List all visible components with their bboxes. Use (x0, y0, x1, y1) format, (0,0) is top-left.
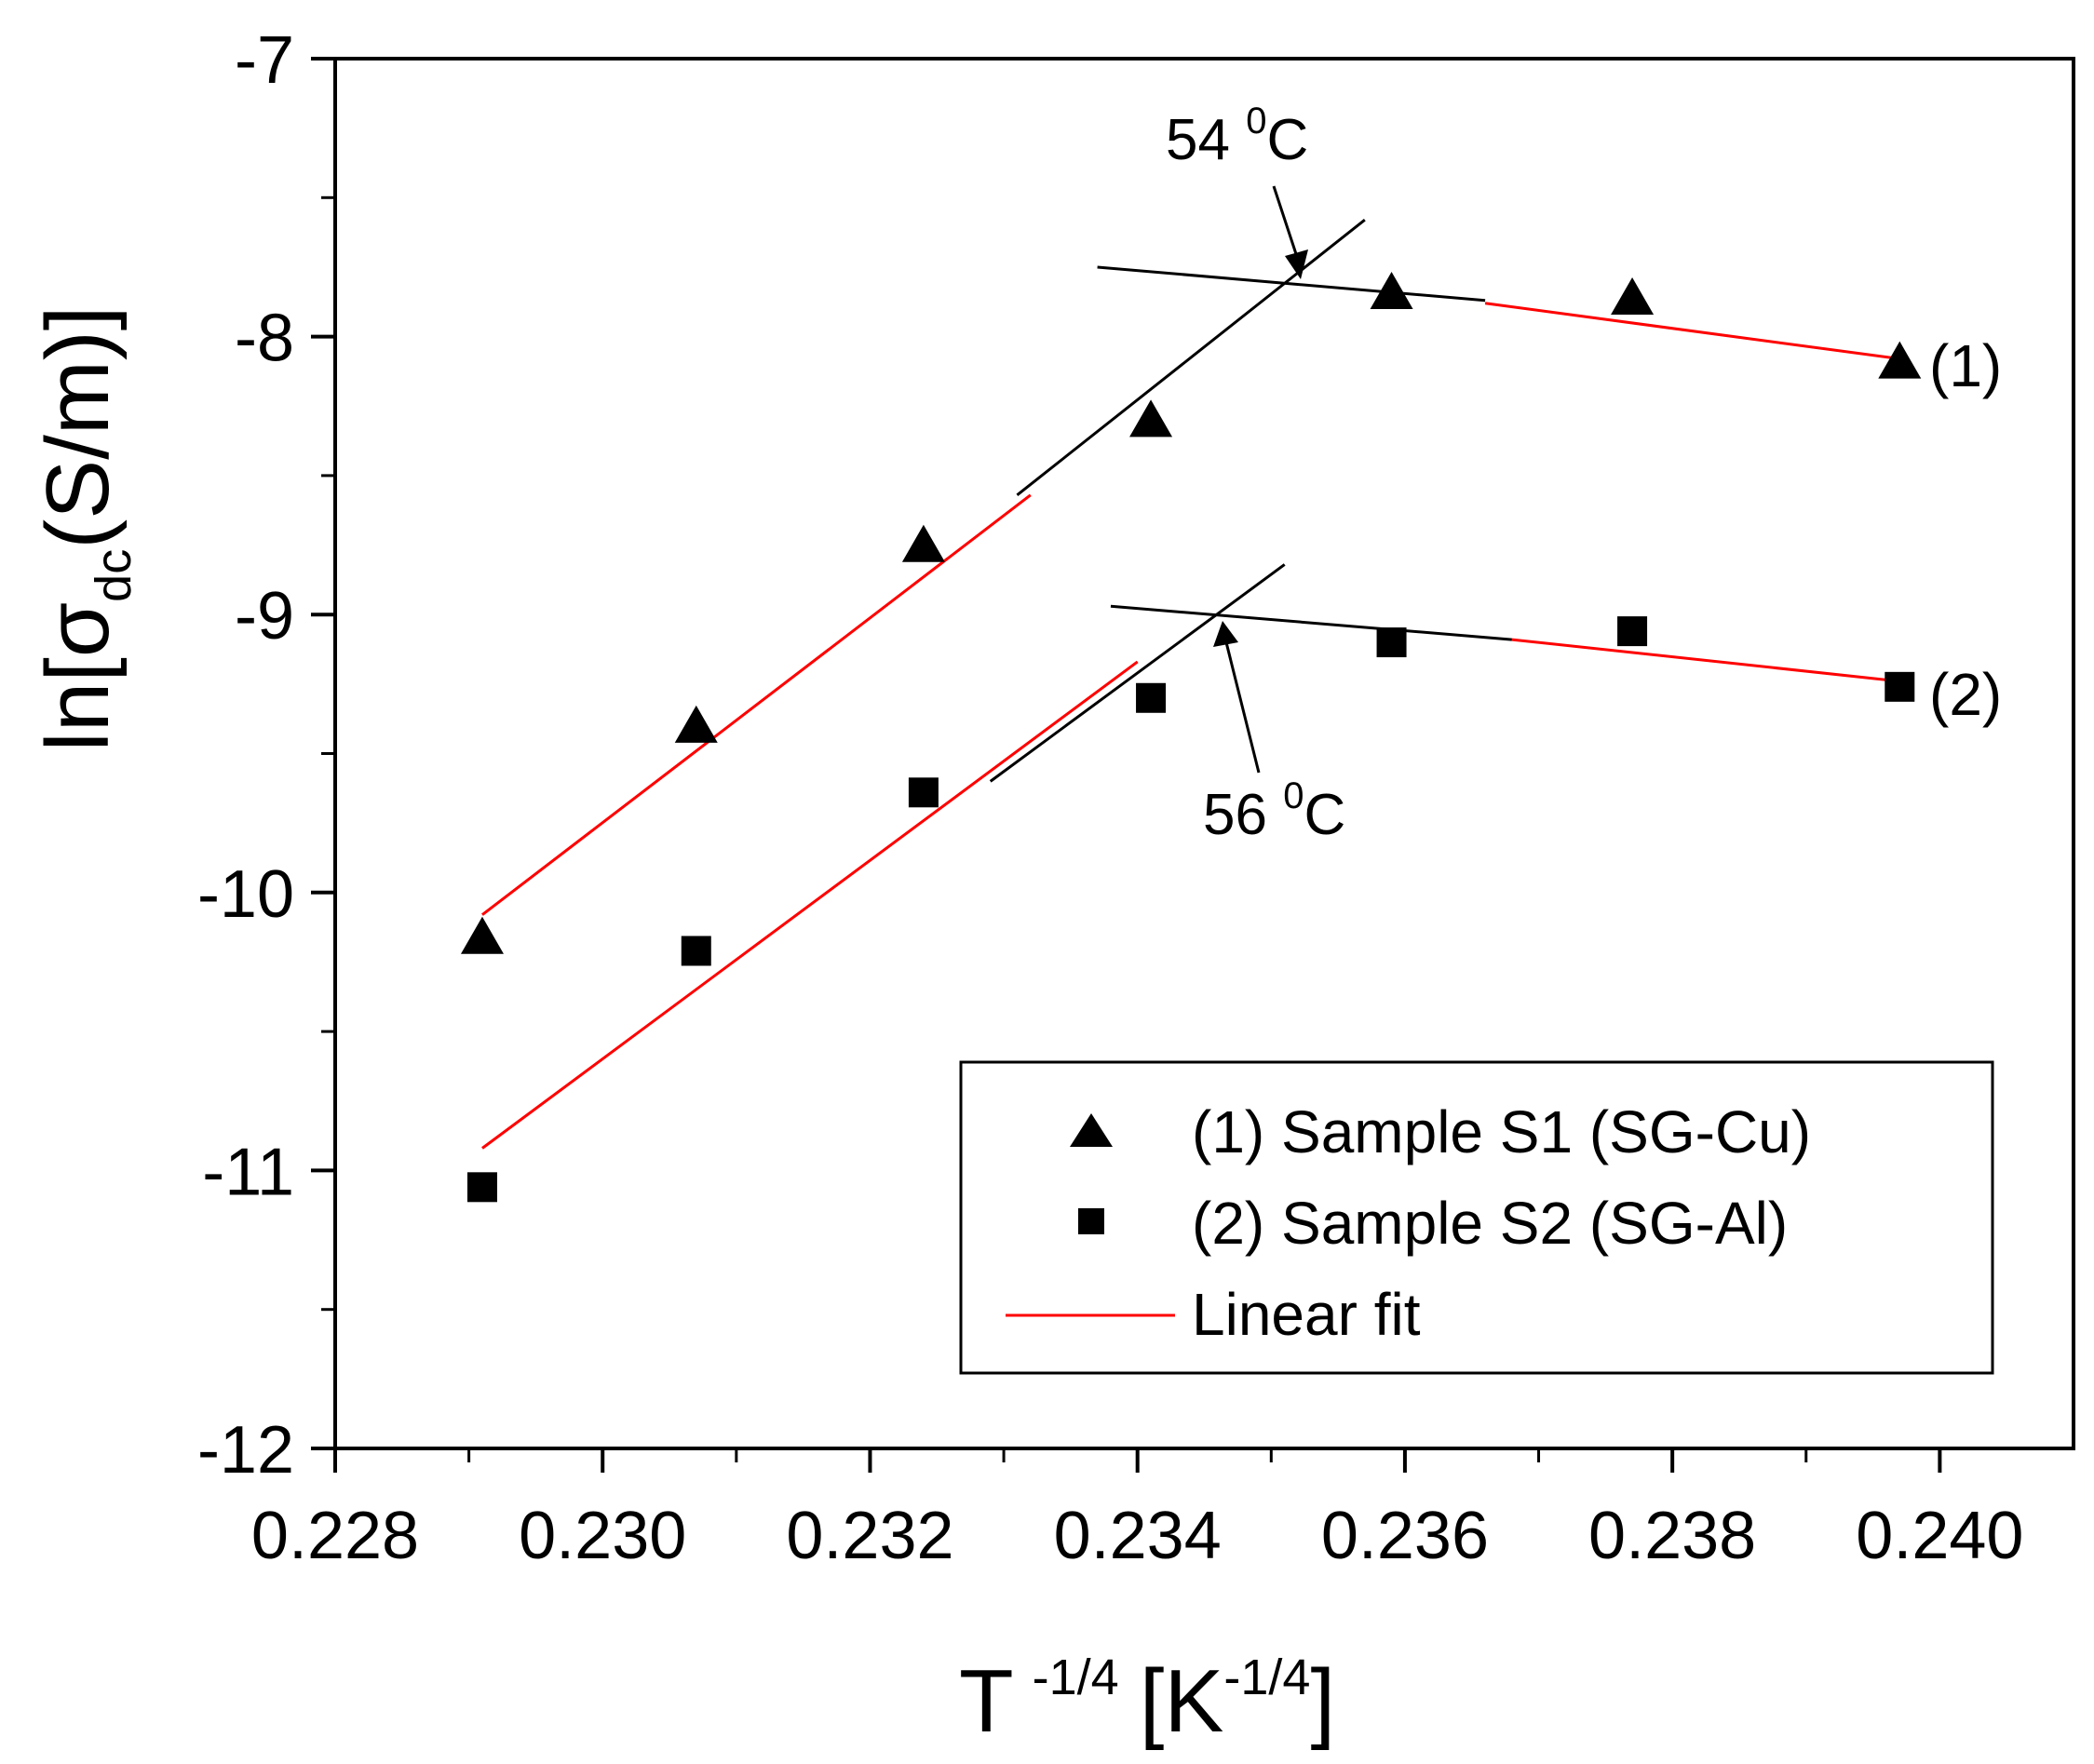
y-tick-label: -10 (197, 857, 294, 932)
series-1-triangle-point (460, 916, 504, 954)
y-tick-label: -12 (197, 1413, 294, 1488)
linear-fit-line (481, 660, 1139, 1150)
annotation-56C: 56 0C (1203, 621, 1345, 847)
plot-frame (333, 57, 2075, 1450)
series-1-triangle-point (901, 524, 945, 562)
fit-lines (481, 302, 1900, 1150)
legend-triangle-icon (1070, 1113, 1113, 1147)
x-tick-label: 0.240 (1856, 1499, 2023, 1573)
legend-square-icon (1078, 1208, 1104, 1234)
linear-fit-line (1484, 302, 1900, 360)
y-tick-label: -9 (235, 579, 294, 653)
x-tick-label: 0.230 (519, 1499, 686, 1573)
annotation-56C-arrowhead (1213, 621, 1238, 647)
x-tick-label: 0.234 (1054, 1499, 1222, 1573)
guide-line (1016, 219, 1366, 496)
series-2-square-point (1136, 682, 1167, 713)
y-tick-label: -11 (202, 1135, 294, 1209)
series-2-square-point (1617, 616, 1648, 647)
annotation-54C-text: 54 0C (1166, 101, 1308, 172)
legend-box (959, 1060, 1994, 1375)
annotation-54C-arrow (1272, 185, 1301, 263)
series-2-square-point (1376, 627, 1407, 658)
linear-fit-line (481, 493, 1032, 916)
guide-line (1110, 604, 1512, 641)
series-1-triangle-point (1370, 272, 1413, 310)
series-2-square-point (1885, 671, 1915, 702)
axis-ticks (311, 57, 1942, 1473)
series-label-2: (2) (1929, 661, 2002, 728)
series-2-square-point (908, 777, 939, 808)
x-tick-label: 0.228 (251, 1499, 419, 1573)
y-tick-label: -7 (235, 23, 294, 98)
series-2-square-point (466, 1172, 497, 1203)
series-1-triangle-point (1611, 276, 1655, 315)
legend-label-linear-fit: Linear fit (1192, 1281, 1421, 1348)
y-axis-title: ln[σdc(S/m)] (28, 306, 142, 752)
series-1-triangle-point (1129, 399, 1173, 438)
data-markers (460, 272, 1922, 1203)
x-tick-label: 0.236 (1321, 1499, 1489, 1573)
tick-labels: 0.228 0.230 0.232 0.234 0.236 0.238 0.240 -7 -8 -… (197, 23, 2024, 1573)
series-2-square-point (681, 936, 711, 966)
legend: (1) Sample S1 (SG-Cu) (2) Sample S2 (SG-… (959, 1060, 1994, 1375)
linear-fit-line (1511, 638, 1900, 683)
guide-lines (989, 219, 1512, 783)
x-tick-label: 0.232 (786, 1499, 953, 1573)
annotation-56C-text: 56 0C (1203, 775, 1345, 847)
annotation-56C-arrow (1224, 641, 1261, 774)
legend-label-series-1: (1) Sample S1 (SG-Cu) (1192, 1098, 1811, 1165)
x-axis-title: T -1/4 [K-1/4] (959, 1650, 1335, 1751)
legend-label-series-2: (2) Sample S2 (SG-Al) (1192, 1190, 1788, 1257)
y-tick-label: -8 (235, 302, 294, 376)
series-1-triangle-point (674, 705, 718, 743)
annotation-54C-arrowhead (1285, 249, 1308, 279)
annotation-54C: 54 0C (1166, 101, 1308, 279)
series-label-1: (1) (1929, 332, 2002, 399)
series-1-triangle-point (1878, 341, 1922, 379)
guide-line (989, 563, 1286, 783)
x-tick-label: 0.238 (1588, 1499, 1756, 1573)
guide-line (1097, 265, 1486, 303)
